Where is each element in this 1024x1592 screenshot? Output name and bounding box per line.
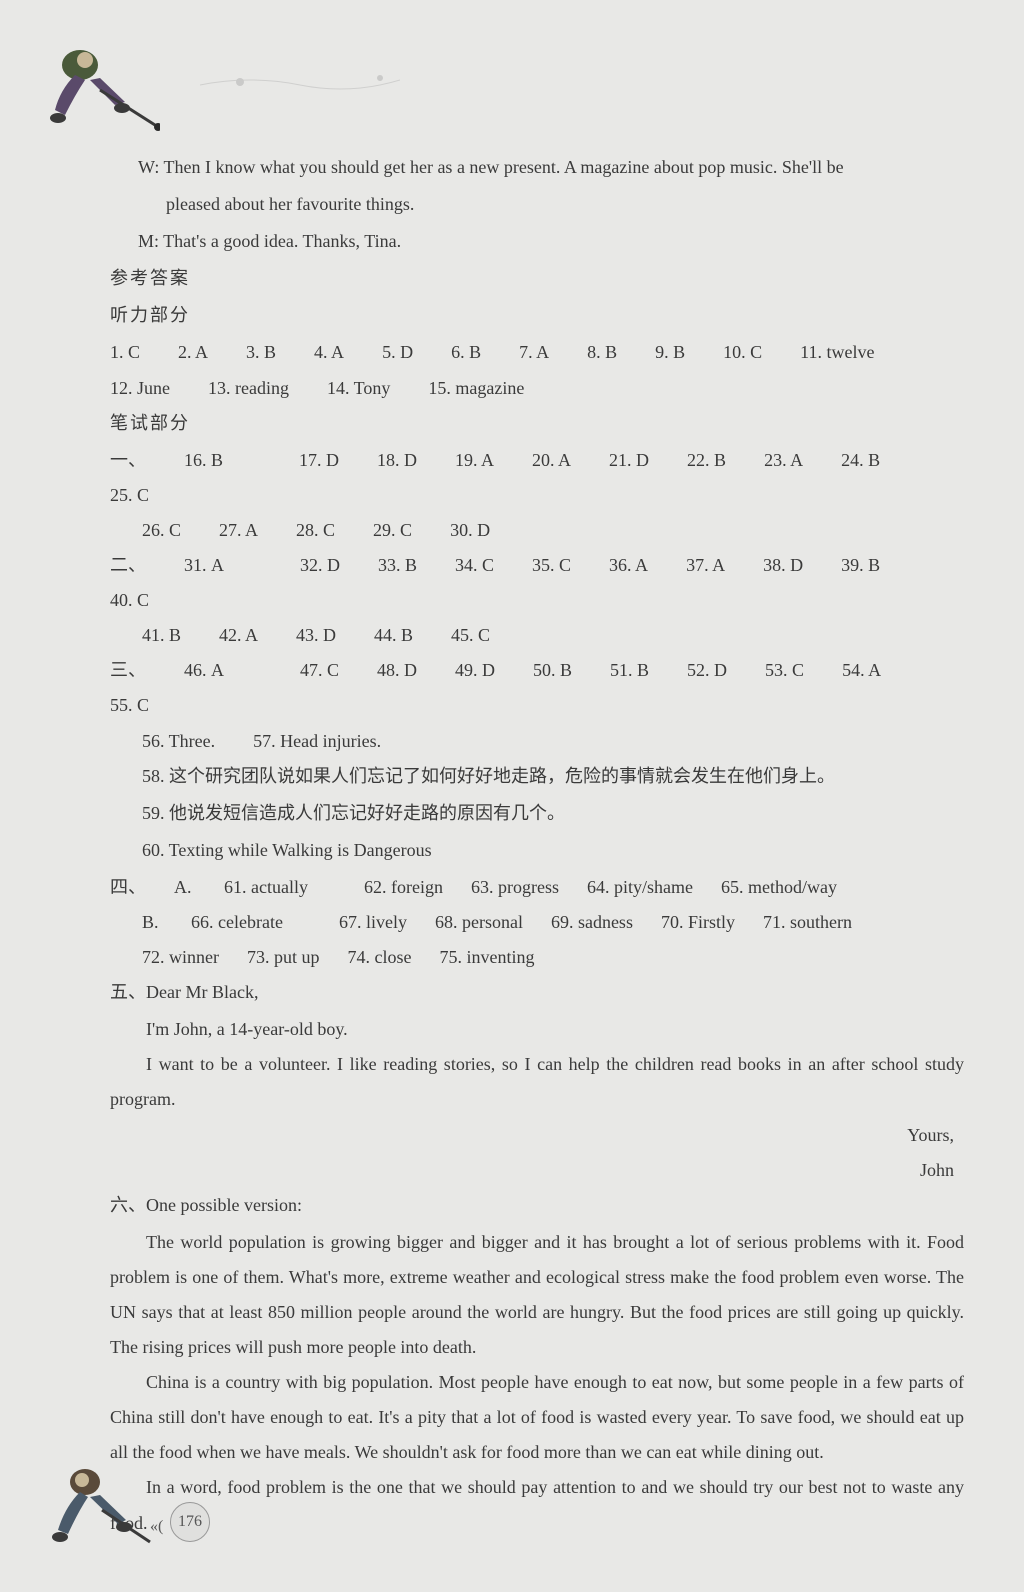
section4-b-row1: B. 66. celebrate 67. lively 68. personal… [110,905,964,940]
section5-salutation: 五、Dear Mr Black, [110,975,964,1010]
section4-b-row2: 72. winner 73. put up 74. close 75. inve… [110,940,964,975]
page-number: 176 [170,1502,210,1542]
dialogue-w: W: Then I know what you should get her a… [110,150,964,185]
section2-row2: 41. B 42. A 43. D 44. B 45. C [110,618,964,653]
letter-signature: John [110,1153,964,1188]
section2-row1: 二、31. A 32. D 33. B 34. C 35. C 36. A 37… [110,548,964,618]
hockey-player-bottom-icon [30,1452,160,1562]
section1-row2: 26. C 27. A 28. C 29. C 30. D [110,513,964,548]
written-header: 笔试部分 [110,406,964,441]
listening-header: 听力部分 [110,298,964,333]
section3-row1: 三、46. A 47. C 48. D 49. D 50. B 51. B 52… [110,653,964,723]
hockey-player-top-icon [30,30,160,140]
section4-a-row: 四、A. 61. actually 62. foreign 63. progre… [110,870,964,905]
answer-58: 58. 这个研究团队说如果人们忘记了如何好好地走路，危险的事情就会发生在他们身上… [110,759,964,794]
flourish-icon [200,70,400,100]
listening-row-1: 1. C 2. A 3. B 4. A 5. D 6. B 7. A 8. B … [110,335,964,370]
section6-intro: 六、One possible version: [110,1188,964,1223]
letter-body: I'm John, a 14-year-old boy. I want to b… [110,1012,964,1117]
answer-59: 59. 他说发短信造成人们忘记好好走路的原因有几个。 [110,796,964,831]
listening-row-2: 12. June 13. reading 14. Tony 15. magazi… [110,371,964,406]
section3-row2: 56. Three. 57. Head injuries. [110,724,964,759]
letter-closing: Yours, [110,1118,964,1153]
answer-60: 60. Texting while Walking is Dangerous [110,833,964,868]
dialogue-w-cont: pleased about her favourite things. [110,187,964,222]
page-content: W: Then I know what you should get her a… [110,150,964,1541]
page-scribble: «( [150,1511,163,1542]
dialogue-m: M: That's a good idea. Thanks, Tina. [110,224,964,259]
essay-body: The world population is growing bigger a… [110,1225,964,1541]
section1-row1: 一、16. B 17. D 18. D 19. A 20. A 21. D 22… [110,443,964,513]
ref-answers-header: 参考答案 [110,261,964,296]
